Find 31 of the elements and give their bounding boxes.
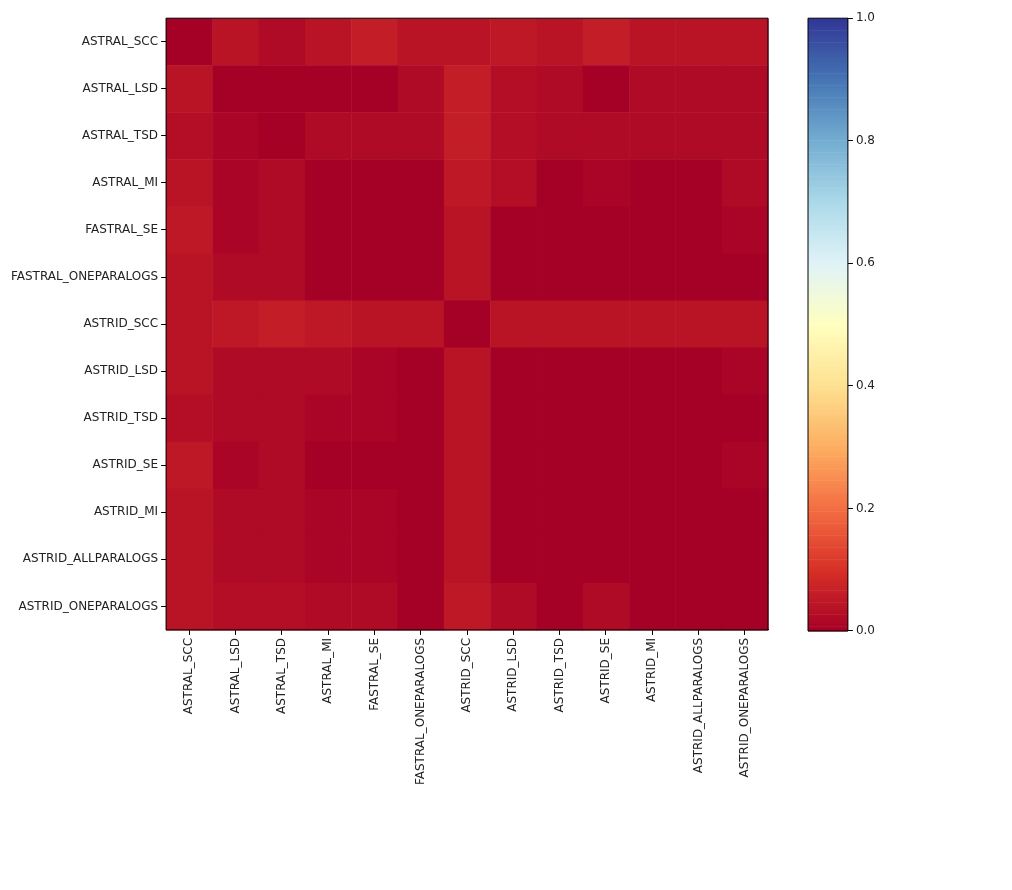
y-tick-label: ASTRAL_MI — [92, 175, 159, 190]
color-bar-label: 0.0 — [855, 623, 876, 638]
color-bar-label: 0.6 — [855, 255, 876, 270]
x-tick-label: ASTRAL_TSD — [273, 637, 288, 715]
x-tick-label: ASTRID_ONEPARALOGS — [736, 637, 751, 778]
y-tick-label: FASTRAL_SE — [85, 222, 159, 237]
color-bar-label: 1.0 — [855, 10, 876, 25]
color-bar-label: 0.8 — [855, 132, 876, 147]
x-tick-label: FASTRAL_SE — [366, 637, 381, 711]
x-tick-label: ASTRAL_LSD — [227, 637, 242, 714]
x-tick-label: ASTRID_SE — [598, 637, 613, 704]
x-tick-label: ASTRID_ALLPARALOGS — [690, 637, 705, 774]
color-bar-label: 0.2 — [855, 500, 876, 515]
x-tick-label: ASTRAL_MI — [320, 637, 335, 704]
x-tick-label: ASTRID_SCC — [459, 637, 474, 713]
y-tick-label: ASTRAL_SCC — [81, 33, 159, 48]
y-tick-label: ASTRID_MI — [93, 504, 159, 519]
y-tick-label: ASTRID_LSD — [84, 363, 159, 378]
x-tick-label: ASTRID_LSD — [505, 637, 520, 712]
x-tick-label: FASTRAL_ONEPARALOGS — [412, 637, 427, 786]
y-tick-label: ASTRID_ONEPARALOGS — [18, 598, 159, 613]
y-tick-label: FASTRAL_ONEPARALOGS — [10, 269, 159, 284]
y-tick-label: ASTRAL_LSD — [82, 80, 159, 95]
x-tick-label: ASTRID_TSD — [551, 637, 566, 713]
y-tick-label: ASTRID_TSD — [83, 410, 159, 425]
y-tick-label: ASTRID_SCC — [83, 316, 159, 331]
y-tick-label: ASTRID_ALLPARALOGS — [22, 551, 159, 566]
y-tick-label: ASTRID_SE — [92, 457, 159, 472]
y-tick-label: ASTRAL_TSD — [81, 127, 159, 142]
color-bar-label: 0.4 — [855, 377, 876, 392]
x-tick-label: ASTRID_MI — [644, 637, 659, 703]
